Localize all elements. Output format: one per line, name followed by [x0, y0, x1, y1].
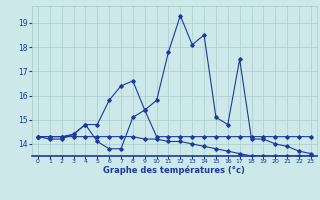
- X-axis label: Graphe des températures (°c): Graphe des températures (°c): [103, 166, 245, 175]
